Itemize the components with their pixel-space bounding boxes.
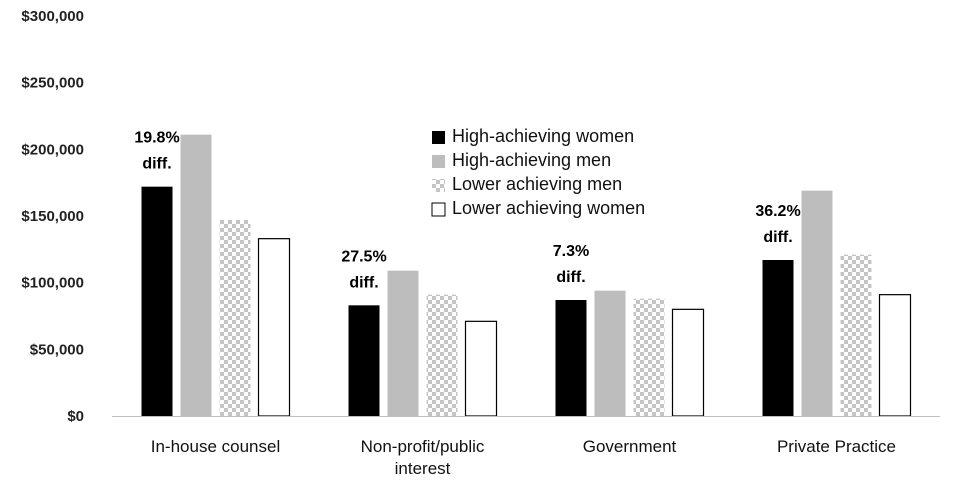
legend-label: Lower achieving women (452, 198, 645, 218)
legend-swatch (431, 202, 446, 217)
bar (878, 294, 912, 417)
bar (555, 300, 587, 416)
diff-annotation: 27.5% (341, 248, 386, 265)
category-label: Non-profit/public (361, 437, 485, 456)
legend-label: High-achieving women (452, 126, 634, 146)
bar (348, 305, 380, 416)
diff-annotation: 19.8% (134, 130, 179, 147)
legend-swatch (432, 179, 445, 192)
y-tick-label: $50,000 (30, 341, 84, 358)
y-tick-label: $250,000 (21, 75, 84, 92)
diff-annotation: diff. (556, 269, 585, 286)
bar (257, 238, 291, 417)
category-label: interest (395, 459, 451, 478)
y-axis-ticks: $0 $50,000 $100,000 $150,000 $200,000 $250,00… (21, 8, 84, 425)
legend-swatch (432, 155, 445, 168)
diff-annotation: 7.3% (553, 243, 589, 260)
diff-annotation: diff. (349, 274, 378, 291)
annotations: 19.8% diff. 27.5% diff. 7.3% diff. 36.2% diff. (134, 130, 800, 292)
y-tick-label: $200,000 (21, 141, 84, 158)
bar (801, 190, 833, 416)
bar (387, 270, 419, 416)
y-tick-label: $0 (67, 408, 84, 425)
bar (671, 308, 705, 417)
y-tick-label: $150,000 (21, 208, 84, 225)
diff-annotation: diff. (142, 156, 171, 173)
legend-swatch (432, 131, 445, 144)
y-tick-label: $100,000 (21, 275, 84, 292)
bar (594, 290, 626, 416)
bar (762, 260, 794, 416)
diff-annotation: 36.2% (755, 203, 800, 220)
bar (141, 186, 173, 416)
category-label: Government (583, 437, 677, 456)
bars (141, 134, 912, 417)
diff-annotation: diff. (763, 229, 792, 246)
bar (426, 294, 458, 416)
bar (464, 320, 498, 417)
legend: High-achieving women High-achieving men Lo… (431, 126, 645, 218)
category-label: Private Practice (777, 437, 896, 456)
category-label: In-house counsel (151, 437, 280, 456)
bar (633, 298, 665, 416)
bar (840, 254, 872, 416)
legend-label: High-achieving men (452, 150, 611, 170)
bar (219, 220, 251, 416)
category-labels: In-house counsel Non-profit/public interes… (151, 437, 896, 478)
y-tick-label: $300,000 (21, 8, 84, 25)
legend-label: Lower achieving men (452, 174, 622, 194)
bar (180, 134, 212, 416)
